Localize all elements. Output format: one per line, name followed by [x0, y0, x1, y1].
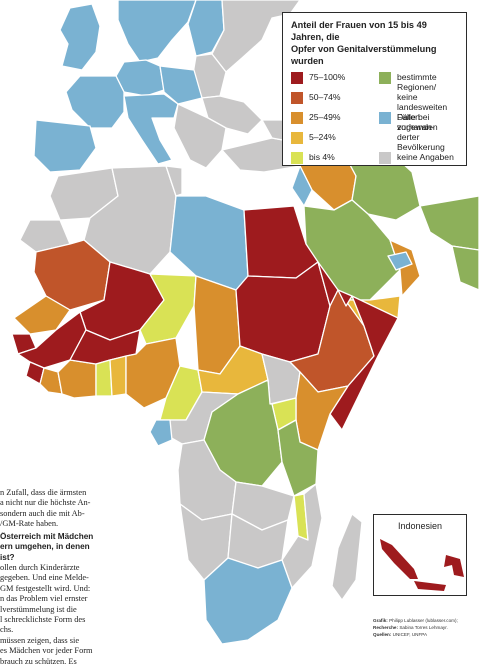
madagascar: [331, 513, 363, 601]
alps-italy: [123, 93, 179, 165]
article-line: l schrecklichste Form des: [0, 615, 86, 624]
article-line: müssen zeigen, dass sie: [0, 635, 80, 645]
article-line: /GM-Rate haben.: [0, 519, 59, 529]
credit-graphic: Grafik: Philipp Lublasser (lublasser.com…: [373, 618, 458, 623]
tunisia: [165, 165, 183, 197]
legend-swatch: [379, 152, 391, 164]
kuwait-bahrain: [387, 251, 413, 271]
legend-swatch: [291, 132, 303, 144]
legend-item: 25–49%: [291, 112, 341, 124]
sudan: [235, 261, 331, 363]
legend-label: bis 4%: [309, 152, 335, 162]
article-line: es Mädchen vor jeder Form: [0, 646, 93, 656]
article-line: brauch zu schützen. Es: [0, 656, 77, 666]
article-line: chs.: [0, 625, 14, 635]
senegal: [13, 295, 71, 335]
legend-label: bestimmte Regionen/ keine landesweiten D…: [397, 72, 448, 132]
legend-label: 25–49%: [309, 112, 341, 122]
legend-item: bis 4%: [291, 152, 335, 164]
legend-swatch: [379, 112, 391, 124]
sulawesi: [444, 555, 464, 577]
legend-item: Fälle bei zugewan- derter Bevölkerung: [379, 112, 460, 152]
equatorial-guinea-marker: [149, 419, 173, 447]
east-edge: [451, 245, 479, 291]
afghanistan-pakistan: [419, 195, 479, 251]
legend-item: keine Angaben: [379, 152, 454, 164]
legend-item: 75–100%: [291, 72, 345, 84]
legend-swatch: [291, 72, 303, 84]
legend-swatch: [291, 152, 303, 164]
article-line: n das Problem viel ernster: [0, 594, 88, 604]
legend-label: keine Angaben: [397, 152, 454, 162]
article-line: gegeben. Und eine Melde-: [0, 573, 89, 583]
france: [65, 75, 125, 129]
legend-label: 75–100%: [309, 72, 346, 82]
credits: Grafik: Philipp Lublasser (lublasser.com…: [373, 617, 479, 638]
article-line: sondern auch die mit Ab-: [0, 508, 85, 518]
credit-research: Recherche: Sabina Torres Lehmayr.: [373, 625, 448, 630]
legend-label: Fälle bei zugewan- derter Bevölkerung: [397, 112, 445, 152]
djibouti: [337, 289, 353, 307]
legend-item: bestimmte Regionen/ keine landesweiten D…: [379, 72, 460, 132]
iberia: [33, 119, 97, 173]
legend-swatch: [291, 92, 303, 104]
tanzania: [277, 419, 319, 497]
article-question-line: ern umgehen, in denen: [0, 542, 90, 552]
cote-divoire: [57, 359, 97, 399]
scandinavia: [117, 0, 197, 63]
article-line: a nicht nur die höchste An-: [0, 498, 91, 508]
article-question-line: ist?: [0, 552, 15, 562]
indonesia-map: [380, 539, 464, 591]
uk-ireland: [59, 3, 101, 71]
legend-swatch: [379, 72, 391, 84]
inset-title: Indonesien: [397, 521, 443, 531]
legend-swatch: [291, 112, 303, 124]
legend-item: 5–24%: [291, 132, 336, 144]
legend-title: Anteil der Frauen von 15 bis 49 Jahren, …: [291, 20, 437, 66]
legend-item: 50–74%: [291, 92, 341, 104]
indonesia-inset: Indonesien: [373, 514, 467, 596]
legend: Anteil der Frauen von 15 bis 49 Jahren, …: [282, 12, 467, 166]
article-question-line: Österreich mit Mädchen: [0, 532, 94, 541]
south-africa: [203, 557, 293, 645]
legend-label: 5–24%: [309, 132, 336, 142]
balkans: [173, 103, 227, 169]
credit-sources: Quellen: UNICEF, UNFPA: [373, 632, 428, 637]
russia-north: [211, 0, 301, 73]
ghana: [95, 359, 113, 397]
article-line: ollen durch Kinderärzte: [0, 563, 80, 572]
togo-benin: [109, 355, 127, 397]
java: [414, 581, 446, 591]
poland: [159, 65, 203, 105]
legend-label: 50–74%: [309, 92, 341, 102]
article-line: GM festgestellt wird. Und:: [0, 583, 91, 593]
finland: [187, 0, 225, 57]
article-line: n Zufall, dass die ärmsten: [0, 488, 87, 497]
article-line: lverstümmelung ist die: [0, 604, 77, 614]
sumatra: [380, 539, 418, 579]
